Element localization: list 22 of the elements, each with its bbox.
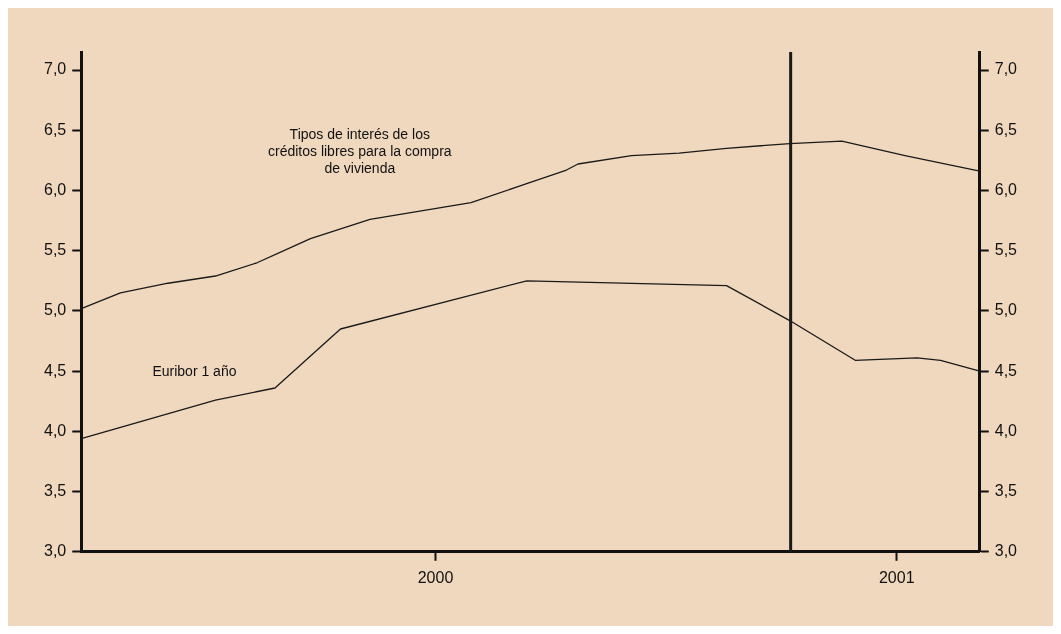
- y2-tick-label: 5,0: [994, 301, 1018, 319]
- y-tick-label: 4,0: [43, 421, 67, 439]
- y2-tick-label: 6,5: [994, 120, 1018, 138]
- x-tick-label: 2001: [878, 568, 915, 586]
- y2-tick-label: 3,0: [994, 542, 1018, 560]
- y-tick-label: 5,0: [43, 301, 67, 319]
- y2-tick-label: 3,5: [994, 481, 1018, 499]
- y-tick-label: 3,0: [43, 542, 67, 560]
- y-tick-label: 7,0: [43, 60, 67, 78]
- y-tick-label: 6,0: [43, 180, 67, 198]
- y2-tick-label: 7,0: [994, 60, 1018, 78]
- y-tick-label: 5,5: [43, 241, 67, 259]
- y2-tick-label: 6,0: [994, 180, 1018, 198]
- series-label: Euribor 1 año: [152, 362, 237, 379]
- y2-tick-label: 5,5: [994, 241, 1018, 259]
- y-tick-label: 4,5: [43, 361, 67, 379]
- y2-tick-label: 4,0: [994, 421, 1018, 439]
- y-tick-label: 6,5: [43, 120, 67, 138]
- x-tick-label: 2000: [417, 568, 454, 586]
- text: Tipos de interés de los créditos libres para la compra de vivienda: [267, 125, 452, 176]
- y-tick-label: 3,5: [43, 481, 67, 499]
- y2-tick-label: 4,5: [994, 361, 1018, 379]
